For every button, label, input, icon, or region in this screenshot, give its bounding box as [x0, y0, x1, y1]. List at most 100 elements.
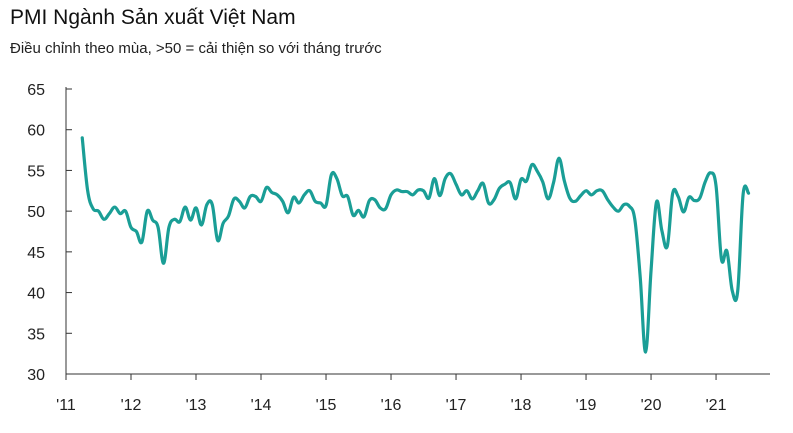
data-point — [417, 188, 420, 191]
data-point — [644, 350, 647, 353]
data-point — [525, 179, 528, 182]
x-axis: '11 '12 '13 '14 '15 '16 '17 '18 '19 '20 '21 — [56, 373, 770, 414]
data-point — [146, 210, 149, 213]
x-tick-label: '19 — [576, 397, 597, 414]
data-point — [406, 190, 409, 193]
data-point — [552, 181, 555, 184]
data-point — [254, 195, 257, 198]
data-point — [601, 189, 604, 192]
data-point — [433, 177, 436, 180]
data-point — [498, 187, 501, 190]
data-point — [454, 183, 457, 186]
data-point — [655, 201, 658, 204]
data-point — [303, 193, 306, 196]
data-point — [704, 180, 707, 183]
data-point — [135, 230, 138, 233]
data-point — [151, 219, 154, 222]
data-point — [742, 192, 745, 195]
x-tick-label: '17 — [446, 397, 467, 414]
data-point — [308, 189, 311, 192]
data-point — [574, 200, 577, 203]
data-point — [671, 192, 674, 195]
data-point — [297, 201, 300, 204]
data-point — [389, 193, 392, 196]
data-point — [606, 198, 609, 201]
data-point — [232, 197, 235, 200]
data-point — [503, 183, 506, 186]
y-tick-label: 30 — [27, 367, 45, 384]
x-tick-label: '14 — [251, 397, 272, 414]
data-point — [628, 205, 631, 208]
data-point — [211, 203, 214, 206]
data-point — [216, 239, 219, 242]
data-point — [368, 199, 371, 202]
data-point — [427, 197, 430, 200]
data-point — [357, 209, 360, 212]
data-point — [682, 210, 685, 213]
data-point — [633, 218, 636, 221]
data-point — [189, 219, 192, 222]
data-point — [747, 192, 750, 195]
data-point — [639, 276, 642, 279]
data-point — [184, 205, 187, 208]
x-tick-label: '21 — [706, 397, 727, 414]
data-point — [156, 226, 159, 229]
data-point — [319, 201, 322, 204]
x-tick-label: '12 — [121, 397, 142, 414]
data-point — [698, 197, 701, 200]
data-point — [519, 178, 522, 181]
data-point — [227, 214, 230, 217]
data-point — [482, 182, 485, 185]
data-point — [113, 205, 116, 208]
data-point — [595, 189, 598, 192]
data-point — [438, 194, 441, 197]
data-point — [590, 193, 593, 196]
x-tick-label: '15 — [316, 397, 337, 414]
data-point — [249, 195, 252, 198]
data-point — [660, 229, 663, 232]
x-tick-label: '16 — [381, 397, 402, 414]
x-tick-label: '13 — [186, 397, 207, 414]
chart-subtitle: Điều chỉnh theo mùa, >50 = cải thiện so … — [10, 40, 382, 57]
data-point — [557, 157, 560, 160]
data-point — [86, 189, 89, 192]
x-tick-label: '18 — [511, 397, 532, 414]
data-point — [330, 173, 333, 176]
data-point — [352, 214, 355, 217]
data-point — [709, 171, 712, 174]
data-point — [714, 184, 717, 187]
x-tick-label: '11 — [56, 397, 76, 414]
data-point — [514, 197, 517, 200]
data-point — [395, 188, 398, 191]
data-point — [444, 177, 447, 180]
data-point — [649, 269, 652, 272]
data-point — [725, 249, 728, 252]
data-point — [119, 212, 122, 215]
data-point — [91, 207, 94, 210]
data-point — [341, 194, 344, 197]
data-point — [411, 193, 414, 196]
data-point — [465, 189, 468, 192]
data-point — [720, 258, 723, 261]
data-point — [265, 186, 268, 189]
data-point — [471, 197, 474, 200]
data-point — [373, 198, 376, 201]
data-point — [97, 210, 100, 213]
y-tick-label: 60 — [27, 123, 45, 140]
data-point — [292, 196, 295, 199]
data-point — [612, 205, 615, 208]
data-point — [541, 180, 544, 183]
data-point — [379, 206, 382, 209]
data-point — [731, 289, 734, 292]
data-point — [422, 189, 425, 192]
data-point — [384, 207, 387, 210]
data-point — [102, 218, 105, 221]
data-point — [335, 177, 338, 180]
data-point — [259, 200, 262, 203]
chart-title: PMI Ngành Sản xuất Việt Nam — [10, 6, 296, 29]
data-point — [530, 163, 533, 166]
data-point — [129, 226, 132, 229]
series-line-pmi — [80, 136, 751, 354]
y-tick-label: 55 — [27, 163, 45, 180]
